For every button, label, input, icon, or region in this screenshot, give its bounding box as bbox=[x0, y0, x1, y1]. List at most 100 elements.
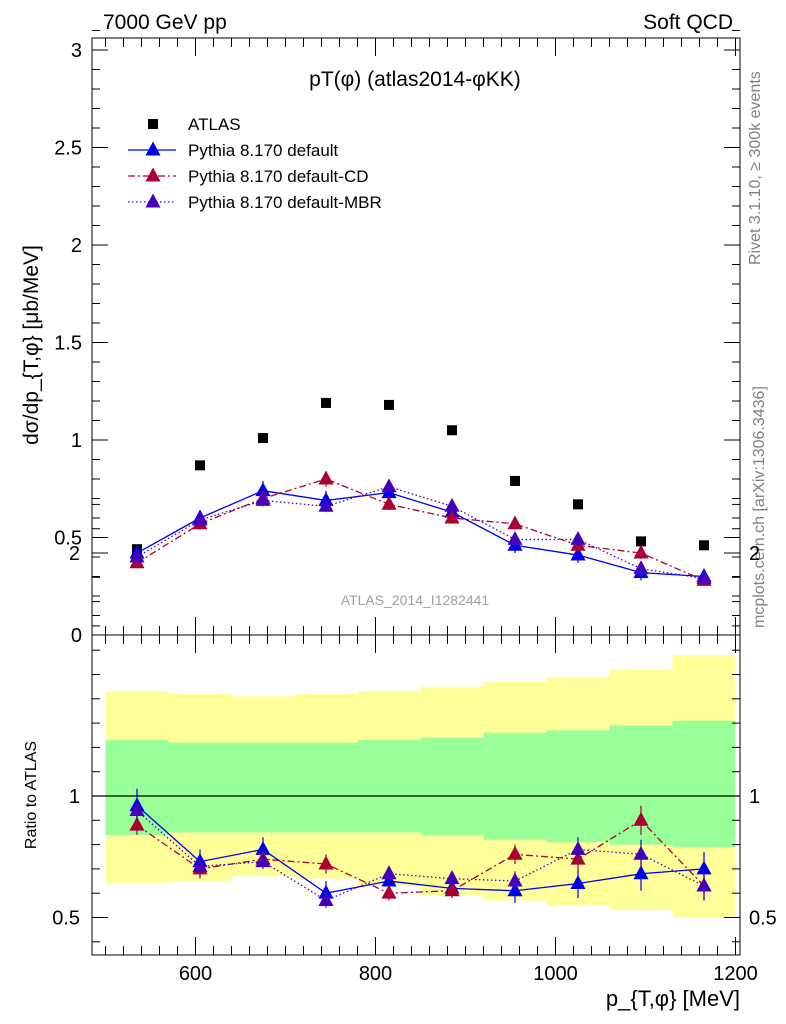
process-label: Soft QCD bbox=[643, 11, 733, 34]
series-point bbox=[444, 497, 460, 512]
ratio-point bbox=[696, 877, 712, 892]
series-point bbox=[318, 497, 334, 512]
ratio-marks bbox=[129, 788, 712, 908]
legend-label: ATLAS bbox=[188, 115, 241, 134]
ratio-y-ticks: 0.5 0.5 1 1 2 2 bbox=[52, 503, 777, 943]
band-inner bbox=[672, 720, 736, 848]
ratio-x-ticks: 600 800 1000 1200 bbox=[105, 635, 758, 985]
ratio-point bbox=[633, 845, 649, 860]
atlas-point bbox=[636, 536, 646, 547]
legend-marker bbox=[145, 167, 161, 182]
y-tick-label: 3 bbox=[71, 40, 82, 62]
x-tick-label: 800 bbox=[359, 963, 392, 985]
x-tick-label: 600 bbox=[179, 963, 212, 985]
legend: ATLAS Pythia 8.170 default Pythia 8.170 de… bbox=[128, 115, 382, 212]
ratio-y-tick-label: 2 bbox=[69, 543, 80, 565]
series-point bbox=[507, 531, 523, 545]
ratio-point bbox=[444, 870, 460, 885]
ratio-point bbox=[129, 802, 145, 817]
ratio-point bbox=[129, 816, 145, 831]
band-inner bbox=[546, 730, 610, 843]
ratio-point bbox=[570, 841, 586, 855]
band-inner bbox=[420, 737, 484, 835]
series-point bbox=[633, 560, 649, 575]
series-point bbox=[507, 515, 523, 530]
ratio-point bbox=[318, 892, 334, 906]
main-y-axis-label: dσ/dp_{T,φ} [μb/MeV] bbox=[20, 245, 43, 445]
series-point bbox=[696, 570, 712, 584]
y-tick-label: 2 bbox=[71, 235, 82, 257]
chart-title: pT(φ) (atlas2014-φKK) bbox=[309, 68, 521, 91]
atlas-point bbox=[195, 460, 205, 471]
series-line-pythia-8-170-default bbox=[136, 490, 705, 578]
legend-marker bbox=[145, 193, 161, 208]
series-point bbox=[381, 495, 397, 510]
main-x-ticks bbox=[105, 38, 736, 635]
series-point bbox=[444, 509, 460, 524]
atlas-point bbox=[447, 425, 457, 436]
series-point bbox=[570, 531, 586, 545]
legend-label: Pythia 8.170 default bbox=[188, 141, 339, 160]
ratio-y-tick-label: 0.5 bbox=[52, 908, 80, 930]
ratio-frame bbox=[91, 634, 741, 956]
x-tick-label: 1200 bbox=[713, 963, 758, 985]
ratio-y-tick-label-right: 2 bbox=[749, 543, 760, 565]
series-point bbox=[633, 544, 649, 559]
ratio-y-tick-label-right: 0.5 bbox=[749, 908, 777, 930]
atlas-point bbox=[321, 397, 331, 408]
x-tick-label: 1000 bbox=[533, 963, 578, 985]
main-panel: 0 0.5 1 1.5 2 2.5 3 pT(φ) (atlas2014-φKK) ATLA… bbox=[20, 30, 741, 647]
series-point bbox=[381, 478, 397, 493]
ratio-point bbox=[633, 811, 649, 826]
ratio-y-axis-label: Ratio to ATLAS bbox=[23, 741, 40, 849]
atlas-point bbox=[573, 499, 583, 510]
y-tick-label: 1 bbox=[71, 430, 82, 452]
series-line-pythia-8-170-default-cd bbox=[136, 478, 705, 581]
ratio-line-pythia-8-170-default-cd bbox=[136, 819, 705, 894]
series-point bbox=[129, 548, 145, 563]
band-inner bbox=[357, 740, 421, 833]
series-point bbox=[255, 482, 271, 497]
atlas-point bbox=[510, 475, 520, 486]
band-inner bbox=[168, 742, 232, 833]
ratio-point bbox=[381, 865, 397, 880]
y-tick-label: 1.5 bbox=[54, 333, 82, 355]
band-inner bbox=[294, 742, 358, 833]
ratio-point bbox=[507, 872, 523, 887]
atlas-point bbox=[384, 399, 394, 410]
legend-marker bbox=[148, 119, 158, 129]
y-tick-label: 0.5 bbox=[54, 528, 82, 550]
analysis-watermark: ATLAS_2014_I1282441 bbox=[341, 592, 490, 608]
ratio-point bbox=[570, 875, 586, 889]
ratio-line-pythia-8-170-default-mbr bbox=[136, 810, 705, 902]
x-axis-label: p_{T,φ} [MeV] bbox=[606, 986, 740, 1011]
mcplots-label: mcplots.cern.ch [arXiv:1306.3436] bbox=[751, 386, 768, 628]
ratio-panel: 0.5 0.5 1 1 2 2 600 800 1000 1200 Ratio to ATLAS… bbox=[23, 503, 777, 1011]
ratio-point bbox=[318, 855, 334, 870]
ratio-point bbox=[633, 865, 649, 880]
ratio-point bbox=[444, 882, 460, 897]
series-line-pythia-8-170-default-mbr bbox=[136, 486, 705, 580]
ratio-point bbox=[255, 853, 271, 868]
ratio-y-tick-label: 1 bbox=[69, 786, 80, 808]
band-inner bbox=[483, 732, 547, 840]
main-y-ticks: 0 0.5 1 1.5 2 2.5 3 bbox=[54, 30, 740, 647]
rivet-label: Rivet 3.1.10, ≥ 300k events bbox=[747, 71, 764, 265]
legend-label: Pythia 8.170 default-CD bbox=[188, 167, 369, 186]
series-point bbox=[192, 511, 208, 526]
ratio-point bbox=[696, 860, 712, 875]
series-point bbox=[255, 492, 271, 506]
band-inner bbox=[231, 742, 295, 833]
atlas-point bbox=[699, 540, 709, 551]
y-tick-label: 2.5 bbox=[54, 138, 82, 160]
series-point bbox=[318, 470, 334, 485]
ratio-point bbox=[381, 884, 397, 899]
main-marks bbox=[129, 397, 712, 586]
atlas-point bbox=[258, 433, 268, 444]
legend-label: Pythia 8.170 default-MBR bbox=[188, 193, 382, 212]
ratio-point bbox=[318, 884, 334, 899]
energy-label: 7000 GeV pp bbox=[103, 11, 227, 34]
ratio-y-tick-label-right: 1 bbox=[749, 786, 760, 808]
y-tick-label: 0 bbox=[71, 625, 82, 647]
ratio-point bbox=[507, 845, 523, 860]
